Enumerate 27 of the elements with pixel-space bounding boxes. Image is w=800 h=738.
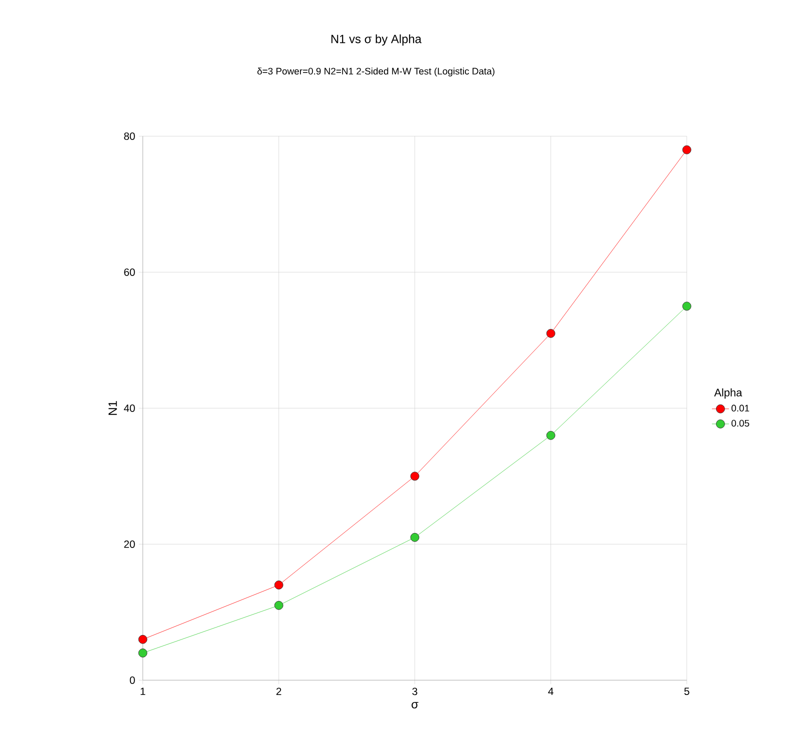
point (546, 430, 556, 440)
x-tick-label: 5 (684, 688, 690, 696)
y-tick-label: 80 (124, 132, 135, 140)
legend-title: Alpha (714, 388, 742, 399)
x-tick-label: 4 (548, 688, 554, 695)
y-tick-label: 0 (130, 676, 135, 684)
x-tick-label: 1 (140, 688, 146, 695)
point (274, 580, 284, 590)
point (410, 472, 420, 481)
point (410, 532, 420, 542)
point (682, 145, 692, 154)
y-tick-label: 40 (124, 404, 135, 412)
y-tick-label: 20 (124, 540, 135, 548)
y-tick-label: 60 (124, 268, 135, 276)
point (546, 328, 556, 338)
point (138, 648, 148, 658)
chart-title: N1 vs σ by Alpha (331, 34, 422, 46)
x-tick-label: 2 (276, 688, 282, 696)
y-axis-title: N1 (108, 401, 117, 415)
chart-subtitle: δ=3 Power=0.9 N2=N1 2-Sided M-W Test (Logistic Data) (257, 68, 494, 76)
point (274, 600, 284, 610)
x-tick-label: 3 (412, 688, 418, 696)
legend-label: 0.05 (732, 420, 750, 427)
point (682, 302, 692, 311)
point (138, 634, 148, 644)
x-axis-title: σ (412, 702, 418, 708)
legend-label: 0.01 (732, 404, 750, 412)
